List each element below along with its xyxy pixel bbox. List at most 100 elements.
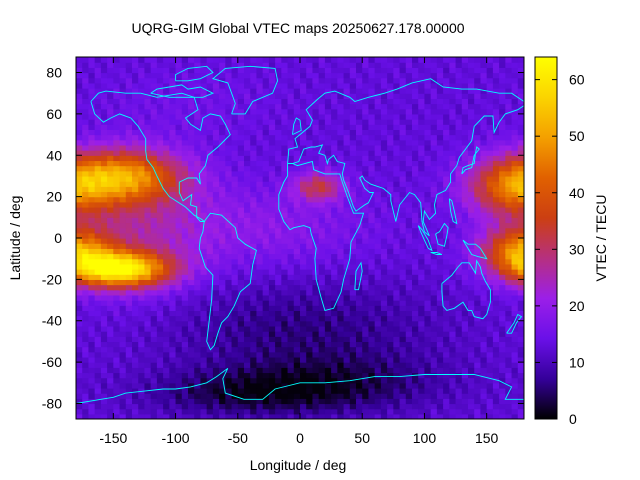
heatmap-cell (430, 269, 438, 275)
heatmap-cell (206, 356, 214, 363)
heatmap-cell (374, 362, 382, 368)
heatmap-cell (181, 170, 189, 177)
heatmap-cell (356, 320, 363, 327)
heatmap-cell (275, 289, 282, 296)
heatmap-cell (356, 351, 363, 358)
heatmap-cell (181, 155, 189, 162)
heatmap-cell (144, 325, 152, 332)
heatmap-cell (107, 310, 114, 317)
heatmap-cell (287, 403, 295, 410)
heatmap-cell (374, 191, 382, 198)
heatmap-cell (150, 165, 158, 172)
heatmap-cell (181, 413, 189, 419)
heatmap-cell (418, 134, 426, 141)
heatmap-cell (163, 232, 170, 239)
heatmap-cell (405, 222, 413, 229)
heatmap-cell (324, 186, 332, 193)
heatmap-cell (169, 88, 177, 94)
heatmap-cell (163, 98, 170, 105)
heatmap-cell (200, 382, 208, 389)
heatmap-cell (250, 201, 258, 208)
heatmap-cell (331, 325, 338, 332)
heatmap-cell (188, 82, 195, 89)
heatmap-cell (219, 201, 226, 208)
heatmap-cell (88, 279, 96, 286)
heatmap-cell (436, 134, 444, 141)
heatmap-cell (275, 108, 282, 115)
heatmap-cell (219, 331, 226, 337)
heatmap-cell (244, 300, 251, 306)
heatmap-cell (368, 341, 376, 348)
heatmap-cell (300, 227, 307, 234)
heatmap-cell (287, 124, 295, 130)
heatmap-cell (163, 144, 170, 151)
heatmap-cell (293, 387, 301, 394)
heatmap-cell (169, 93, 177, 99)
heatmap-cell (194, 382, 202, 389)
heatmap-cell (368, 398, 376, 405)
heatmap-cell (256, 165, 264, 172)
heatmap-cell (331, 263, 338, 270)
heatmap-cell (331, 72, 338, 79)
heatmap-cell (318, 124, 326, 130)
heatmap-cell (82, 175, 90, 182)
heatmap-cell (175, 150, 183, 156)
heatmap-cell (331, 382, 338, 389)
heatmap-cell (349, 119, 357, 125)
heatmap-cell (212, 165, 220, 172)
heatmap-cell (163, 356, 170, 363)
heatmap-cell (237, 98, 245, 105)
heatmap-cell (486, 305, 494, 311)
heatmap-cell (349, 93, 357, 99)
heatmap-cell (281, 144, 289, 151)
heatmap-cell (206, 191, 214, 198)
heatmap-cell (194, 289, 202, 296)
heatmap-cell (505, 227, 513, 234)
heatmap-cell (225, 62, 233, 68)
heatmap-cell (225, 351, 233, 358)
heatmap-cell (380, 227, 388, 234)
heatmap-cell (455, 325, 463, 332)
heatmap-cell (88, 367, 96, 374)
heatmap-cell (486, 274, 494, 280)
heatmap-cell (169, 269, 177, 275)
heatmap-cell (380, 377, 388, 384)
heatmap-cell (499, 336, 506, 343)
heatmap-cell (225, 305, 233, 311)
heatmap-cell (119, 315, 127, 322)
heatmap-cell (337, 201, 345, 208)
heatmap-cell (119, 279, 127, 286)
heatmap-cell (138, 191, 146, 198)
heatmap-cell (331, 300, 338, 306)
heatmap-cell (250, 320, 258, 327)
heatmap-cell (480, 315, 488, 322)
heatmap-cell (430, 155, 438, 162)
heatmap-cell (200, 212, 208, 218)
heatmap-cell (169, 346, 177, 353)
heatmap-cell (175, 294, 183, 301)
heatmap-cell (399, 103, 407, 110)
heatmap-cell (181, 98, 189, 105)
heatmap-cell (250, 150, 258, 156)
heatmap-cell (505, 113, 513, 120)
heatmap-cell (318, 144, 326, 151)
heatmap-cell (436, 305, 444, 311)
heatmap-cell (517, 356, 524, 363)
heatmap-cell (517, 367, 524, 374)
heatmap-cell (405, 362, 413, 368)
heatmap-cell (362, 372, 370, 379)
heatmap-cell (418, 113, 426, 120)
heatmap-cell (349, 129, 357, 136)
heatmap-cell (256, 98, 264, 105)
heatmap-cell (461, 263, 469, 270)
heatmap-cell (212, 155, 220, 162)
heatmap-cell (449, 67, 457, 74)
heatmap-cell (293, 155, 301, 162)
heatmap-cell (100, 124, 108, 130)
heatmap-cell (119, 62, 127, 68)
heatmap-cell (492, 227, 500, 234)
heatmap-cell (76, 181, 83, 187)
heatmap-cell (194, 191, 202, 198)
heatmap-cell (88, 320, 96, 327)
heatmap-cell (387, 181, 394, 187)
